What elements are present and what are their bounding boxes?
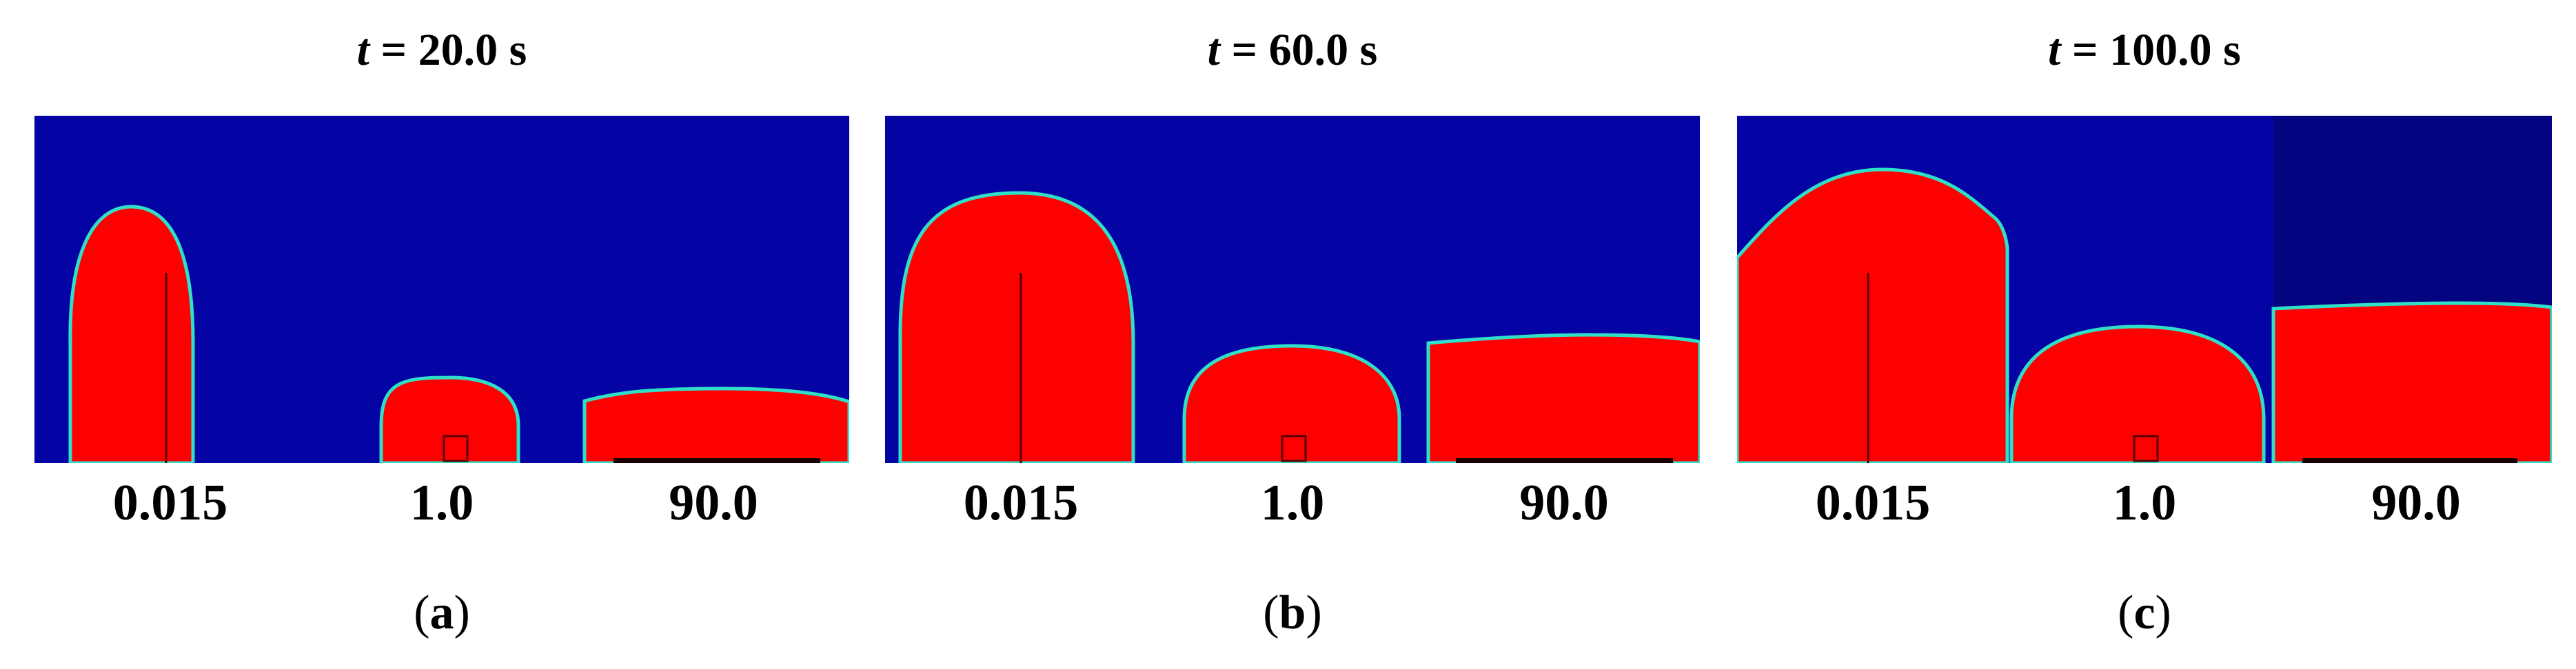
category-label: 0.015 [1815, 475, 1931, 531]
category-label: 1.0 [2112, 475, 2177, 531]
title-variable: t [1207, 25, 1221, 75]
title-text: = 100.0 s [2060, 25, 2241, 75]
simulation-frame [885, 116, 1700, 463]
droplet-shape [1182, 344, 1401, 463]
panel-letter-text: b [1279, 586, 1306, 639]
title-variable: t [2048, 25, 2061, 75]
panel-title: t = 100.0 s [1737, 19, 2552, 81]
category-label: 0.015 [963, 475, 1079, 531]
panel-title: t = 60.0 s [885, 19, 1700, 81]
droplet-shape [1426, 333, 1700, 463]
category-label: 0.015 [112, 475, 228, 531]
droplet-shape [2271, 301, 2552, 463]
title-text: = 20.0 s [369, 25, 527, 75]
simulation-image [1737, 116, 2552, 463]
droplet-shape [379, 375, 520, 463]
simulation-frame [34, 116, 849, 463]
panel-letter-text: a [429, 586, 454, 639]
panel-title: t = 20.0 s [34, 19, 849, 81]
simulation-image [34, 116, 849, 463]
title-variable: t [356, 25, 370, 75]
panel-letter: (b) [1263, 586, 1322, 639]
panel-letter-text: c [2133, 586, 2156, 639]
droplet-shape [582, 387, 849, 463]
category-label: 90.0 [2371, 475, 2461, 531]
fiber-marker [2302, 458, 2517, 463]
panel-letter: (c) [2118, 586, 2171, 639]
droplet-shape [1737, 167, 2009, 463]
fiber-marker [443, 435, 469, 462]
category-label: 1.0 [1260, 475, 1325, 531]
category-label: 1.0 [409, 475, 474, 531]
category-label: 90.0 [1519, 475, 1609, 531]
droplet-shape [68, 205, 195, 463]
fiber-marker [613, 458, 820, 463]
droplet-shape [2009, 325, 2266, 463]
simulation-image [885, 116, 1700, 463]
panel-letter: (a) [414, 586, 470, 639]
fiber-marker [1456, 458, 1673, 463]
droplet-shape [898, 191, 1135, 463]
fiber-marker [1281, 435, 1307, 462]
title-text: = 60.0 s [1220, 25, 1378, 75]
category-label: 90.0 [669, 475, 758, 531]
fiber-marker [2133, 435, 2159, 462]
simulation-frame [1737, 116, 2552, 463]
